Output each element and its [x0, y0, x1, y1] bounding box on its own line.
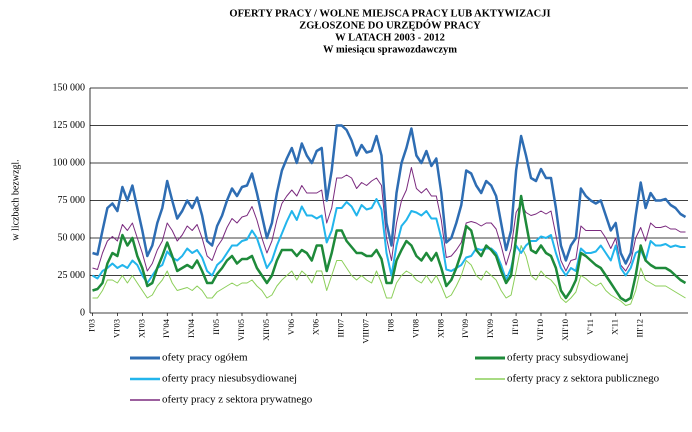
x-tick-label: XI'03 [136, 319, 146, 338]
x-tick-label: II'10 [510, 319, 520, 335]
x-tick-label: VII'10 [535, 319, 545, 341]
y-tick-label: 150 000 [53, 82, 86, 93]
x-tick-label: X'06 [311, 319, 321, 335]
legend-label: oferty pracy niesubsydiowanej [162, 373, 297, 385]
x-tick-label: I'08 [385, 319, 395, 332]
x-tick-label: VI'03 [111, 319, 121, 338]
x-tick-label: III'12 [635, 319, 645, 338]
y-tick-label: 75 000 [58, 195, 86, 206]
y-tick-label: 100 000 [53, 157, 86, 168]
chart-title: W LATACH 2003 - 2012 [335, 32, 445, 43]
x-tick-label: XI'08 [435, 319, 445, 338]
x-tick-label: VI'08 [410, 319, 420, 338]
series-line [91, 198, 686, 284]
y-tick-label: 50 000 [58, 232, 86, 243]
x-tick-label: IV'04 [161, 318, 171, 338]
chart-title: ZGŁOSZONE DO URZĘDÓW PRACY [299, 19, 481, 31]
legend-label: oferty pracy z sektora prywatnego [162, 394, 313, 406]
series-line [92, 124, 687, 265]
x-tick-label: V'11 [585, 319, 595, 335]
y-tick-label: 125 000 [53, 120, 86, 131]
x-tick-label: IX'04 [186, 318, 196, 338]
x-tick-label: VIII'07 [361, 319, 371, 344]
x-tick-label: X'11 [610, 319, 620, 335]
x-tick-label: IV'09 [460, 319, 470, 338]
x-tick-label: V'06 [286, 319, 296, 335]
x-tick-label: IX'09 [485, 319, 495, 338]
y-tick-label: 25 000 [58, 270, 86, 281]
x-tick-label: II'05 [211, 319, 221, 335]
x-tick-label: VII'05 [236, 319, 246, 341]
series-line [92, 245, 686, 306]
series-line [92, 194, 687, 303]
legend-label: oferty pracy z sektora publicznego [507, 373, 660, 385]
y-tick-label: 0 [80, 307, 85, 318]
x-tick-label: I'03 [86, 319, 96, 332]
y-axis-label: w liczbach bezwzgl. [10, 159, 21, 240]
x-tick-label: III'07 [336, 319, 346, 338]
series-line [92, 167, 686, 272]
legend-label: ofety pracy ogółem [162, 352, 248, 364]
x-tick-label: XII'10 [560, 319, 570, 341]
legend-label: oferty pracy subsydiowanej [507, 352, 629, 364]
chart-title: OFERTY PRACY / WOLNE MIEJSCA PRACY LUB A… [229, 8, 550, 19]
x-tick-label: XII'05 [261, 319, 271, 341]
chart-title: W miesiącu sprawozdawczym [323, 44, 457, 55]
